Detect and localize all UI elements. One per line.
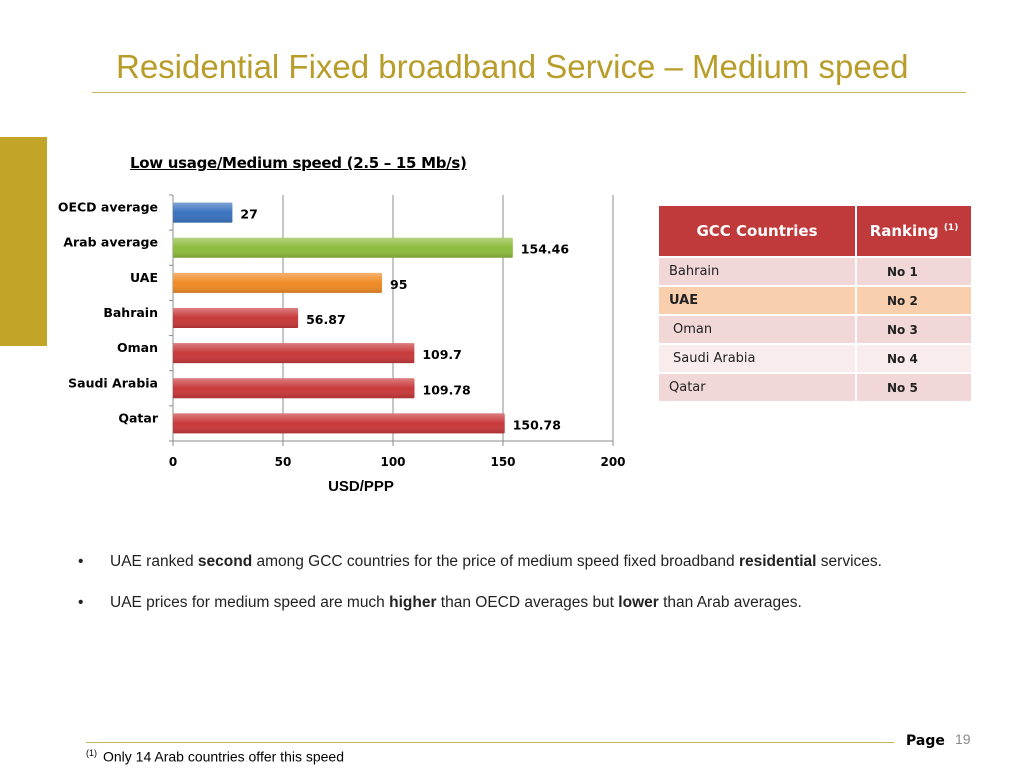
bullet-item: • UAE prices for medium speed are much h…	[78, 592, 938, 613]
bullet-text: UAE ranked	[110, 553, 198, 570]
footnote-marker: (1)	[86, 748, 97, 758]
bullet-emphasis: lower	[618, 594, 659, 611]
data-label: 56.87	[306, 312, 346, 327]
category-label: Arab average	[63, 235, 158, 250]
x-tick-label: 200	[600, 455, 625, 469]
bullet-text: services.	[816, 553, 882, 570]
chart-labels: 0 50 100 150 200 OECD average 27 Arab average 15…	[58, 200, 626, 495]
table-row-highlighted: UAE No 2	[657, 285, 973, 316]
bar-shading	[173, 272, 382, 293]
table-row: Bahrain No 1	[657, 256, 973, 287]
category-label: Saudi Arabia	[68, 375, 158, 390]
x-tick-label: 150	[490, 455, 515, 469]
footnote: (1) Only 14 Arab countries offer this spe…	[86, 748, 344, 765]
table-cell-rank: No 2	[855, 285, 973, 316]
table-cell-rank: No 4	[855, 343, 973, 374]
table-header-row: GCC Countries Ranking (1)	[657, 204, 973, 258]
footer-divider	[86, 742, 894, 743]
bullet-item: • UAE ranked second among GCC countries …	[78, 551, 938, 572]
bullet-text: UAE prices for medium speed are much	[110, 594, 390, 611]
slide-title: Residential Fixed broadband Service – Me…	[116, 48, 909, 85]
bullet-emphasis: higher	[389, 594, 437, 611]
table-cell-country: Qatar	[657, 372, 857, 403]
table-cell-country: Bahrain	[657, 256, 857, 287]
table-cell-rank: No 1	[855, 256, 973, 287]
bar-shading	[173, 343, 415, 364]
x-tick-label: 0	[169, 455, 177, 469]
chart-bars	[173, 202, 513, 434]
chart-title: Low usage/Medium speed (2.5 – 15 Mb/s)	[130, 154, 467, 172]
data-label: 154.46	[521, 242, 570, 257]
category-label: Bahrain	[103, 305, 158, 320]
data-label: 95	[390, 277, 407, 292]
side-accent-bar	[0, 137, 47, 346]
table-cell-rank: No 5	[855, 372, 973, 403]
x-tick-label: 100	[380, 455, 405, 469]
bullet-text: than OECD averages but	[436, 594, 619, 611]
table-cell-country: UAE	[657, 285, 857, 316]
bar-chart: 0 50 100 150 200 OECD average 27 Arab average 15…	[58, 194, 626, 495]
category-label: Qatar	[118, 410, 158, 425]
category-label: OECD average	[58, 200, 158, 215]
bar-shading	[173, 378, 415, 399]
data-label: 27	[240, 207, 257, 222]
table-cell-country: Oman	[657, 314, 857, 345]
x-tick-label: 50	[275, 455, 292, 469]
table-cell-country: Saudi Arabia	[657, 343, 857, 374]
bullet-dot: •	[78, 553, 84, 570]
title-divider	[92, 92, 966, 93]
bar-shading	[173, 308, 299, 328]
bullet-dot: •	[78, 594, 84, 611]
x-axis-title: USD/PPP	[328, 478, 394, 495]
footnote-text: Only 14 Arab countries offer this speed	[103, 748, 344, 765]
data-label: 150.78	[513, 417, 561, 432]
header-ranking: Ranking (1)	[855, 204, 973, 258]
header-gcc-countries: GCC Countries	[657, 204, 857, 258]
data-label: 109.78	[423, 382, 471, 397]
table-row: Oman No 3	[657, 314, 973, 345]
bullet-text: than Arab averages.	[658, 594, 802, 611]
bar-shading	[173, 237, 513, 258]
page-label: Page	[906, 733, 945, 749]
bullet-text: among GCC countries for the price of med…	[252, 553, 739, 570]
bar-shading	[173, 413, 505, 434]
bullet-emphasis: second	[197, 553, 253, 570]
table-row: Saudi Arabia No 4	[657, 343, 973, 374]
bar-shading	[173, 202, 233, 223]
bullet-list: • UAE ranked second among GCC countries …	[78, 551, 938, 633]
category-label: Oman	[117, 340, 158, 355]
category-label: UAE	[130, 270, 158, 285]
table-row: Qatar No 5	[657, 372, 973, 403]
bullet-emphasis: residential	[738, 553, 817, 570]
data-label: 109.7	[422, 347, 462, 362]
page-number: 19	[955, 731, 971, 747]
table-cell-rank: No 3	[855, 314, 973, 345]
ranking-table: GCC Countries Ranking (1) Bahrain No 1 U…	[657, 204, 973, 403]
